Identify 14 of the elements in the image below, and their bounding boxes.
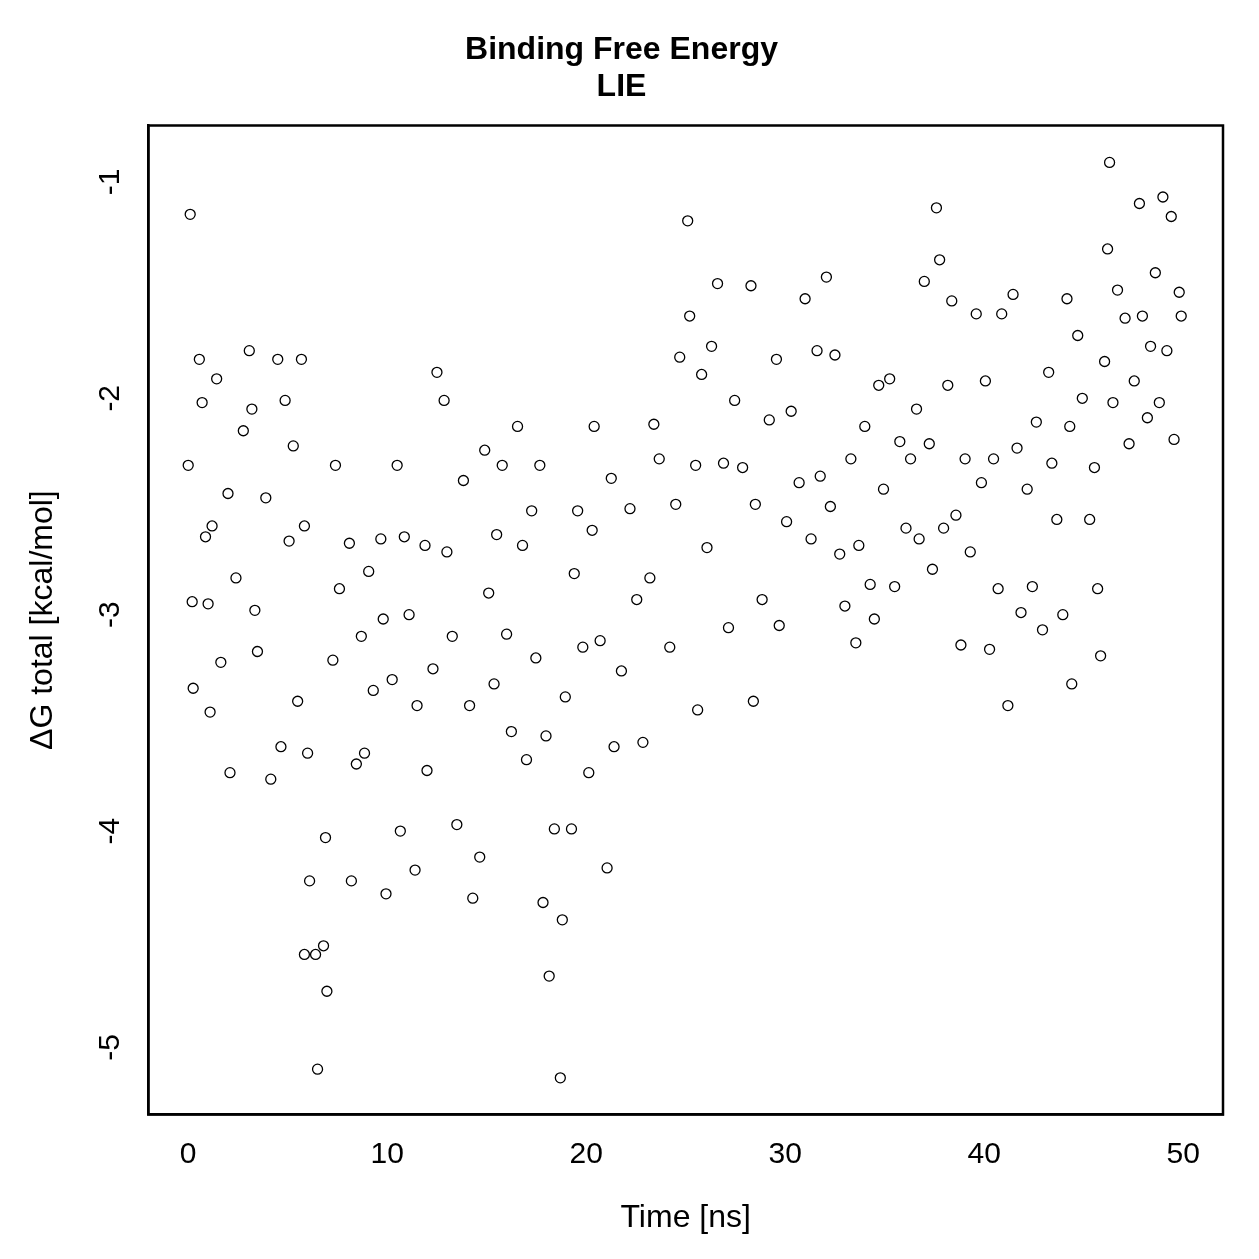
y-tick-label: -2 xyxy=(92,384,126,412)
y-tick-label: -4 xyxy=(92,817,126,845)
x-axis-title: Time [ns] xyxy=(620,1197,751,1234)
x-tick-label: 40 xyxy=(967,1135,1001,1169)
y-axis-title: ΔG total [kcal/mol] xyxy=(23,490,60,750)
y-tick-label: -5 xyxy=(92,1034,126,1061)
x-tick-label: 50 xyxy=(1166,1135,1200,1169)
y-tick-label: -1 xyxy=(92,168,126,196)
chart-title: Binding Free Energy LIE xyxy=(465,30,779,104)
x-tick-label: 10 xyxy=(370,1135,404,1169)
x-tick-label: 20 xyxy=(569,1135,603,1169)
x-tick-label: 0 xyxy=(179,1135,197,1169)
y-tick-label: -3 xyxy=(92,601,126,629)
x-tick-label: 30 xyxy=(768,1135,802,1169)
